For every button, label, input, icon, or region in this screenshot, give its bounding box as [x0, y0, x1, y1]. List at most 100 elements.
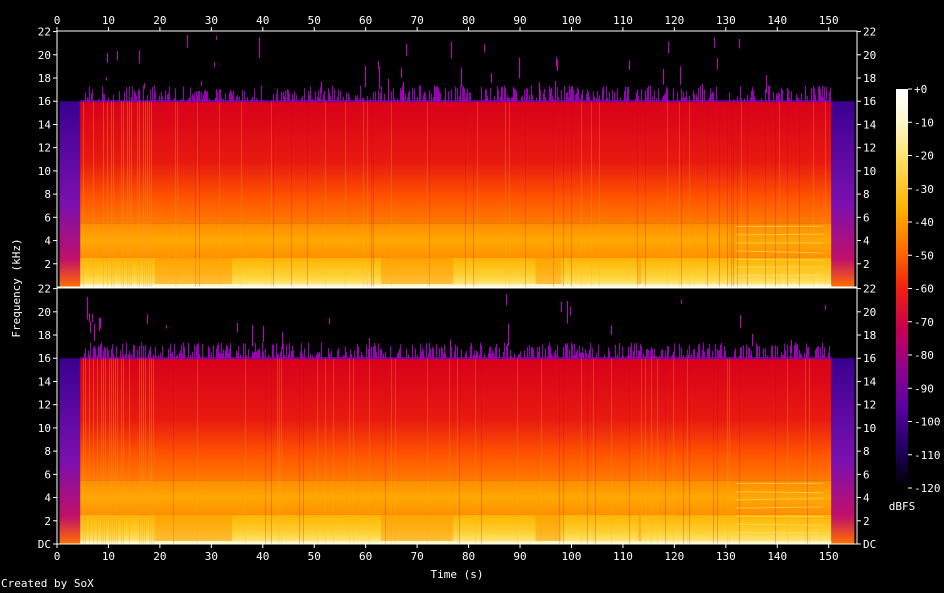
x-tick-label-bottom: 100: [562, 550, 582, 563]
y-tick-label-right: 14: [863, 118, 877, 131]
colorbar-tick-label: -50: [914, 249, 934, 262]
colorbar-tick-label: -90: [914, 382, 934, 395]
x-tick-label-bottom: 10: [102, 550, 115, 563]
y-tick-label-left: 12: [38, 399, 51, 412]
y-tick-label-left: 4: [44, 492, 51, 505]
y-tick-label-right: 6: [863, 468, 870, 481]
harmonic-line: [736, 523, 824, 526]
quiet-region: [535, 514, 562, 541]
x-axis-label: Time (s): [431, 568, 484, 581]
y-tick-label-left: 8: [44, 445, 51, 458]
colorbar-tick-label: -40: [914, 216, 934, 229]
y-tick-label-right: 2: [863, 258, 870, 271]
colorbar-tick-label: -80: [914, 349, 934, 362]
y-tick-label-left: 14: [38, 375, 52, 388]
fade-in-region: [59, 358, 81, 544]
quiet-region: [381, 514, 454, 541]
x-tick-label-bottom: 90: [513, 550, 526, 563]
y-tick-label-right: 4: [863, 235, 870, 248]
quiet-region: [381, 257, 454, 284]
x-tick-label-top: 70: [411, 14, 424, 27]
low-frequency-band: [80, 257, 832, 287]
x-tick-label-top: 40: [256, 14, 269, 27]
spectral-texture: [83, 358, 810, 544]
x-tick-label-top: 150: [819, 14, 839, 27]
y-tick-label-left: 16: [38, 352, 51, 365]
y-tick-label-left: 10: [38, 422, 51, 435]
plot-frame: [56, 287, 858, 545]
x-tick-label-bottom: 150: [819, 550, 839, 563]
y-tick-label-left: 16: [38, 95, 51, 108]
y-tick-label-right: 22: [863, 26, 876, 39]
x-tick-label-bottom: 120: [664, 550, 684, 563]
colorbar-tick-label: -60: [914, 283, 934, 296]
y-tick-label-right: 18: [863, 72, 876, 85]
colorbar-tick-label: -30: [914, 183, 934, 196]
x-tick-label-top: 130: [716, 14, 736, 27]
y-tick-label-left: 8: [44, 188, 51, 201]
y-tick-label-right: 4: [863, 492, 870, 505]
y-tick-label-right: 10: [863, 165, 876, 178]
x-tick-label-bottom: 130: [716, 550, 736, 563]
harmonic-line: [736, 531, 824, 534]
y-tick-label-right: 18: [863, 329, 876, 342]
x-tick-label-top: 120: [664, 14, 684, 27]
colorbar-label: dBFS: [889, 500, 916, 513]
x-tick-label-bottom: 110: [613, 550, 633, 563]
quiet-region: [154, 514, 232, 541]
colorbar-tick-label: +0: [914, 83, 927, 96]
y-tick-label-right: 8: [863, 445, 870, 458]
fade-out-region: [831, 358, 855, 544]
y-tick-label-right: 12: [863, 399, 876, 412]
y-tick-label-right: 2: [863, 515, 870, 528]
x-tick-label-bottom: 80: [462, 550, 475, 563]
harmonic-line: [736, 491, 824, 494]
quiet-region: [154, 257, 232, 284]
fade-in-region: [59, 101, 81, 288]
x-tick-label-top: 90: [513, 14, 526, 27]
x-tick-label-top: 0: [54, 14, 61, 27]
y-tick-label-right: 20: [863, 49, 876, 62]
y-tick-label-right: 6: [863, 211, 870, 224]
mid-frequency-band: [80, 223, 832, 258]
y-tick-label-right: 10: [863, 422, 876, 435]
x-tick-label-bottom: 0: [54, 550, 61, 563]
y-tick-label-right: DC: [863, 538, 876, 551]
mid-frequency-band: [80, 480, 832, 515]
y-tick-label-left: 18: [38, 72, 51, 85]
dc-band: [80, 284, 832, 287]
dc-band: [80, 541, 832, 544]
fade-out-region: [831, 101, 855, 288]
x-tick-label-bottom: 140: [767, 550, 787, 563]
x-tick-label-top: 20: [153, 14, 166, 27]
high-frequency-band: [80, 101, 832, 224]
x-tick-label-bottom: 50: [308, 550, 321, 563]
colorbar-tick-label: -110: [914, 449, 941, 462]
y-tick-label-left: 2: [44, 258, 51, 271]
x-tick-label-bottom: 70: [411, 550, 424, 563]
x-tick-label-top: 140: [767, 14, 787, 27]
y-tick-label-left: 20: [38, 49, 51, 62]
y-tick-label-left: 18: [38, 329, 51, 342]
channel-1-spectrogram: [56, 30, 858, 288]
channel-2-spectrogram: [56, 287, 858, 545]
plot-frame: [56, 30, 858, 288]
y-tick-label-left: 4: [44, 235, 51, 248]
colorbar-tick-label: -100: [914, 416, 941, 429]
x-tick-label-top: 80: [462, 14, 475, 27]
quiet-region: [638, 257, 641, 284]
high-frequency-spikes: [85, 35, 831, 103]
created-by-text: Created by SoX: [1, 577, 94, 590]
y-tick-label-right: 14: [863, 375, 877, 388]
y-axis-label: Frequency (kHz): [10, 238, 23, 337]
y-tick-label-right: 22: [863, 283, 876, 296]
colorbar-gradient: [896, 89, 908, 488]
harmonic-line: [736, 506, 824, 509]
y-tick-label-right: 12: [863, 142, 876, 155]
harmonic-line: [736, 497, 824, 501]
y-tick-label-right: 16: [863, 352, 876, 365]
high-frequency-band: [80, 358, 832, 481]
x-tick-label-bottom: 30: [205, 550, 218, 563]
x-tick-label-bottom: 40: [256, 550, 269, 563]
